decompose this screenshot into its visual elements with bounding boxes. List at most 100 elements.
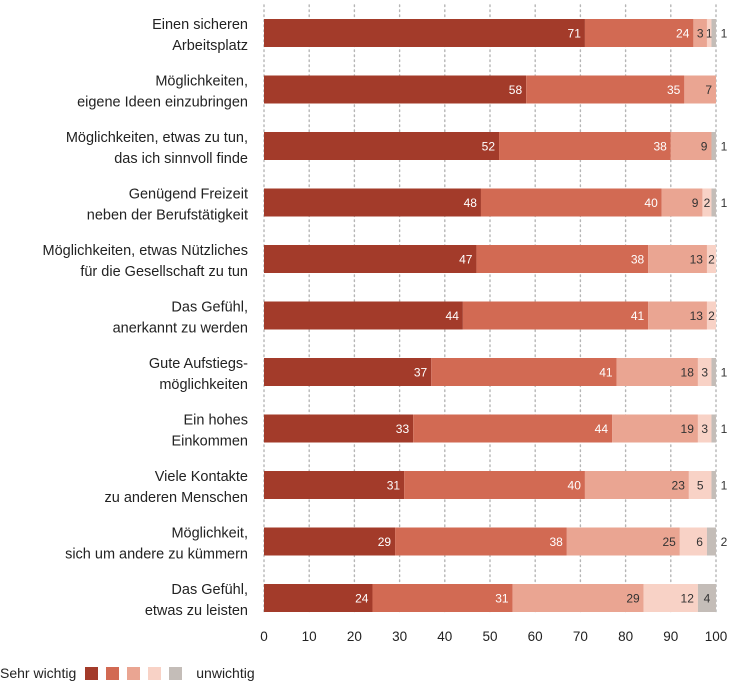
data-label: 33 [396, 422, 410, 436]
data-label: 9 [701, 140, 708, 154]
data-label: 29 [626, 592, 640, 606]
bar-segment [688, 471, 712, 499]
bar-segment [648, 301, 707, 330]
data-label: 9 [692, 196, 699, 210]
bars: 71 24 3 1 158 35 752 38 9 148 40 9 2 147 38 13 244 41 13 23… [264, 19, 728, 612]
legend-swatch-1 [85, 666, 99, 680]
bar-segment [711, 188, 716, 217]
category-label: Das Gefühl, anerkannt zu werden [113, 300, 248, 337]
data-label: 58 [509, 83, 523, 97]
bar-segment [404, 471, 585, 499]
data-label: 48 [464, 196, 478, 210]
data-label: 2 [708, 309, 715, 323]
category-labels: Einen sicheren Arbeitsplatz Möglichkeiten,… [42, 17, 248, 619]
data-label: 44 [446, 309, 460, 323]
data-label: 41 [599, 366, 613, 380]
category-label: Das Gefühl, etwas zu leisten [145, 582, 248, 619]
data-label: 44 [595, 422, 609, 436]
data-label: 13 [690, 253, 704, 267]
data-label: 52 [482, 140, 496, 154]
bar-segment [264, 527, 396, 556]
bar-segment [670, 132, 712, 160]
data-label: 71 [568, 27, 582, 41]
bar-segment [648, 245, 707, 273]
category-label: Gute Aufstiegs-möglichkeiten [149, 356, 248, 393]
x-tick-label: 80 [618, 629, 633, 644]
data-label: 38 [631, 253, 645, 267]
data-label: 1 [721, 479, 728, 493]
data-label: 3 [701, 366, 708, 380]
x-tick-label: 100 [705, 629, 728, 644]
bar-segment [584, 471, 689, 499]
legend-swatch-4 [148, 666, 162, 680]
bar-segment [372, 584, 513, 612]
bar-segment [661, 188, 703, 217]
bar-segment [684, 75, 716, 104]
x-tick-label: 60 [528, 629, 543, 644]
bar-segment [711, 358, 716, 386]
data-label: 2 [708, 253, 715, 267]
data-label: 6 [696, 535, 703, 549]
category-label: Viele Kontakte zu anderen Menschen [105, 469, 249, 506]
data-label: 38 [549, 535, 563, 549]
x-tick-label: 20 [347, 629, 362, 644]
data-label: 37 [414, 366, 428, 380]
bar-segment [706, 19, 712, 47]
x-tick-label: 40 [437, 629, 452, 644]
legend: Sehr wichtig unwichtig [0, 663, 255, 683]
bar-segment [526, 75, 685, 104]
data-label: 2 [704, 196, 711, 210]
bar-segment [711, 19, 716, 47]
bar-segment [693, 19, 707, 47]
bar-segment [643, 584, 698, 612]
bar-segment [264, 358, 432, 386]
bar-segment [264, 414, 414, 443]
legend-swatch-5 [169, 666, 183, 680]
bar-segment [706, 245, 716, 273]
data-label: 23 [672, 479, 686, 493]
bar-segment [264, 245, 477, 273]
data-label: 2 [721, 535, 728, 549]
data-label: 7 [705, 83, 712, 97]
data-label: 1 [721, 27, 728, 41]
data-label: 3 [697, 27, 704, 41]
data-label: 18 [681, 366, 695, 380]
bar-segment [499, 132, 671, 160]
category-label: Genügend Freizeit neben der Berufstätigke… [87, 187, 248, 224]
bar-segment [431, 358, 617, 386]
bar-segment [264, 471, 405, 499]
legend-right-label: unwichtig [196, 665, 255, 681]
x-tick-label: 90 [663, 629, 678, 644]
x-tick-label: 70 [573, 629, 588, 644]
x-tick-label: 50 [482, 629, 497, 644]
bar-segment [706, 527, 716, 556]
bar-segment [702, 188, 712, 217]
bar-segment [462, 301, 649, 330]
data-label: 19 [681, 422, 695, 436]
bar-segment [512, 584, 644, 612]
data-label: 1 [721, 366, 728, 380]
data-label: 12 [681, 592, 695, 606]
legend-swatch-3 [127, 666, 141, 680]
x-tick-label: 10 [302, 629, 317, 644]
bar-segment [395, 527, 567, 556]
data-label: 1 [721, 196, 728, 210]
data-label: 25 [662, 535, 676, 549]
data-label: 40 [568, 479, 582, 493]
data-label: 38 [653, 140, 667, 154]
bar-segment [697, 414, 712, 443]
bar-segment [711, 414, 716, 443]
bar-segment [697, 584, 716, 612]
data-label: 35 [667, 83, 681, 97]
category-label: Möglichkeit, sich um andere zu kümmern [65, 526, 248, 563]
bar-segment [264, 188, 481, 217]
bar-segment [413, 414, 613, 443]
data-label: 1 [721, 422, 728, 436]
data-label: 4 [704, 592, 711, 606]
bar-segment [584, 19, 694, 47]
bar-segment [706, 301, 716, 330]
bar-segment [711, 471, 716, 499]
bar-segment [480, 188, 662, 217]
bar-segment [264, 19, 585, 47]
